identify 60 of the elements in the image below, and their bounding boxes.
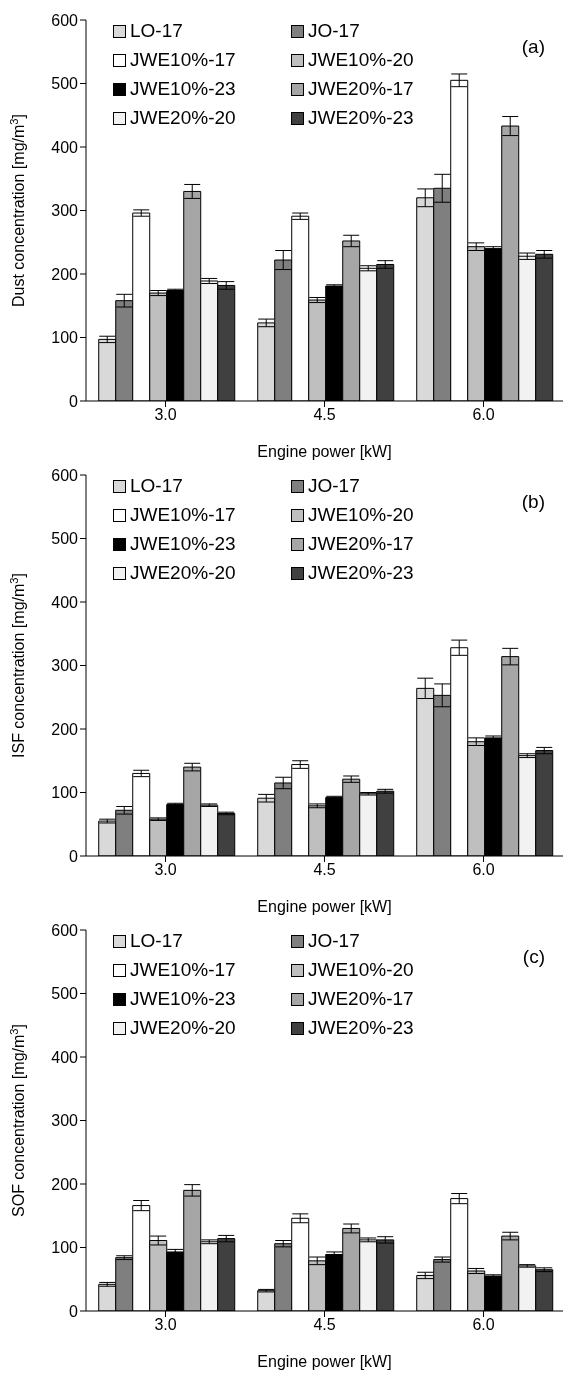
legend-label: JWE10%-20 (308, 504, 414, 526)
legend-label: JWE20%-17 (308, 533, 414, 555)
legend-label: JO-17 (308, 475, 360, 497)
legend-label: JWE10%-23 (130, 78, 236, 100)
x-tick-label: 6.0 (472, 861, 495, 879)
y-tick-label: 0 (69, 1302, 79, 1320)
y-tick-label: 600 (51, 921, 79, 939)
annotation: (c) (522, 946, 545, 968)
x-tick-label: 3.0 (154, 1316, 177, 1334)
y-tick-label: 100 (51, 329, 79, 347)
y-tick-label: 600 (51, 466, 79, 484)
legend-label: JWE20%-20 (130, 562, 236, 584)
y-tick-label: 100 (51, 1239, 79, 1257)
y-tick-label: 200 (51, 720, 79, 738)
y-tick-label: 0 (69, 847, 79, 865)
annotation: (a) (521, 36, 545, 58)
legend-label: JWE20%-17 (308, 78, 414, 100)
x-tick-label: 6.0 (472, 406, 495, 424)
legend-label: JO-17 (308, 930, 360, 952)
legend-label: JWE10%-20 (308, 959, 414, 981)
legend-label: JO-17 (308, 20, 360, 42)
y-tick-label: 400 (51, 138, 79, 156)
legend-label: JWE10%-23 (130, 988, 236, 1010)
y-tick-label: 200 (51, 265, 79, 283)
x-tick-label: 4.5 (313, 1316, 336, 1334)
x-tick-label: 4.5 (313, 406, 336, 424)
legend-label: JWE10%-23 (130, 533, 236, 555)
y-tick-label: 600 (51, 11, 79, 29)
legend-label: JWE10%-17 (130, 504, 236, 526)
y-tick-label: 100 (51, 784, 79, 802)
x-tick-label: 3.0 (154, 861, 177, 879)
x-tick-label: 3.0 (154, 406, 177, 424)
x-axis-title: Engine power [kW] (257, 898, 392, 915)
legend-label: JWE20%-20 (130, 107, 236, 129)
x-tick-label: 6.0 (472, 1316, 495, 1334)
legend-label: JWE10%-17 (130, 959, 236, 981)
x-tick-label: 4.5 (313, 861, 336, 879)
legend-label: JWE10%-20 (308, 49, 414, 71)
y-tick-label: 400 (51, 593, 79, 611)
legend-label: JWE20%-17 (308, 988, 414, 1010)
y-tick-label: 500 (51, 985, 79, 1003)
legend-label: JWE20%-23 (308, 1017, 414, 1039)
y-tick-label: 300 (51, 657, 79, 675)
legend-label: JWE10%-17 (130, 49, 236, 71)
y-tick-label: 400 (51, 1048, 79, 1066)
y-tick-label: 300 (51, 202, 79, 220)
legend-label: JWE20%-20 (130, 1017, 236, 1039)
y-tick-label: 500 (51, 75, 79, 93)
legend-label: JWE20%-23 (308, 562, 414, 584)
legend-label: LO-17 (130, 930, 183, 952)
x-axis-title: Engine power [kW] (257, 1353, 392, 1370)
legend-label: JWE20%-23 (308, 107, 414, 129)
y-tick-label: 300 (51, 1112, 79, 1130)
annotation: (b) (521, 491, 545, 513)
x-axis-title: Engine power [kW] (257, 443, 392, 460)
legend-label: LO-17 (130, 475, 183, 497)
y-tick-label: 500 (51, 530, 79, 548)
legend-label: LO-17 (130, 20, 183, 42)
y-tick-label: 0 (69, 392, 79, 410)
y-tick-label: 200 (51, 1175, 79, 1193)
